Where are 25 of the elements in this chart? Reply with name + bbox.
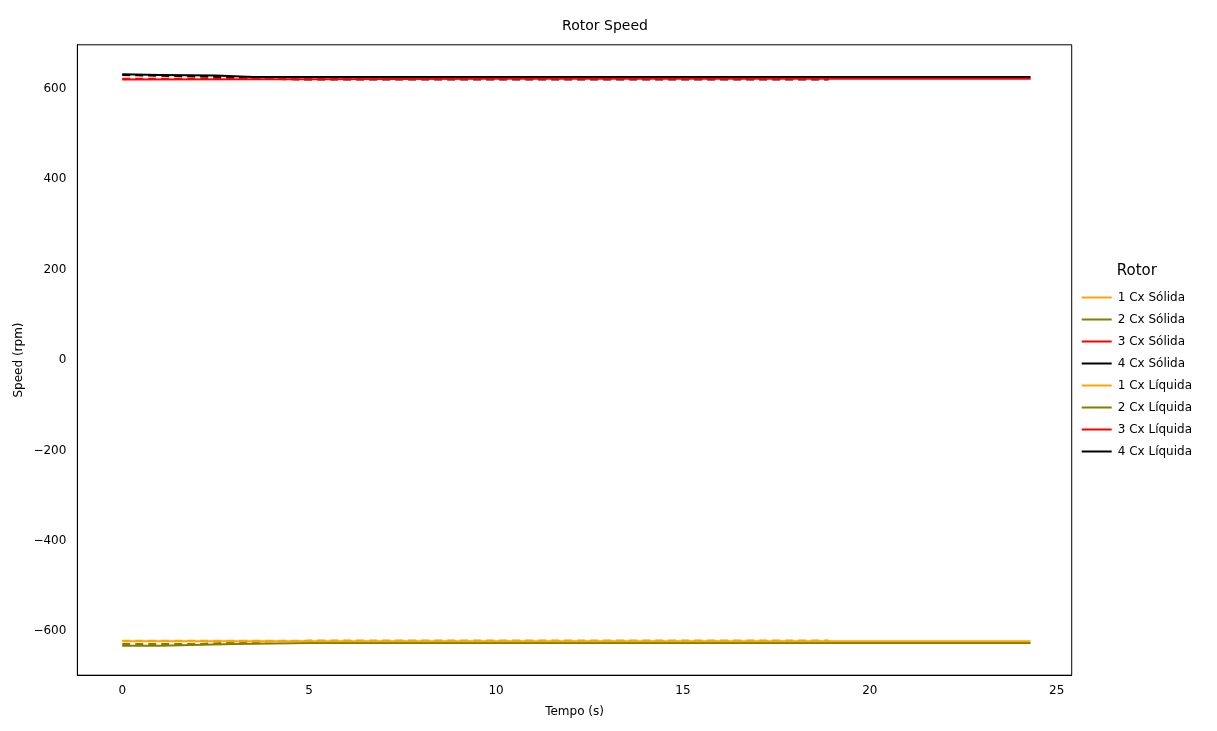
- legend-label: 4 Cx Sólida: [1117, 355, 1186, 370]
- chart-title: Rotor Speed: [562, 17, 648, 34]
- y-tick-label: 200: [43, 261, 67, 276]
- legend-label: 1 Cx Sólida: [1117, 289, 1186, 304]
- y-tick-label: 400: [43, 171, 67, 186]
- x-tick-label: 20: [862, 682, 878, 697]
- y-axis-title: Speed (rpm): [11, 322, 26, 398]
- x-tick-label: 5: [305, 682, 313, 697]
- x-tick-label: 15: [675, 682, 691, 697]
- legend-label: 1 Cx Líquida: [1117, 377, 1193, 392]
- x-tick-label: 0: [118, 682, 127, 697]
- x-axis-title: Tempo (s): [544, 703, 604, 718]
- y-tick-label: −200: [33, 442, 67, 457]
- legend-title: Rotor: [1116, 260, 1158, 279]
- x-tick-label: 25: [1049, 682, 1065, 697]
- y-tick-label: −600: [33, 623, 67, 638]
- y-tick-label: 600: [43, 80, 67, 95]
- legend-label: 2 Cx Líquida: [1117, 399, 1193, 414]
- y-tick-label: 0: [58, 352, 67, 367]
- legend-label: 4 Cx Líquida: [1117, 443, 1193, 458]
- y-tick-label: −400: [33, 533, 67, 548]
- legend-label: 3 Cx Sólida: [1117, 333, 1186, 348]
- legend-label: 3 Cx Líquida: [1117, 421, 1193, 436]
- x-tick-label: 10: [488, 682, 504, 697]
- legend-label: 2 Cx Sólida: [1117, 311, 1186, 326]
